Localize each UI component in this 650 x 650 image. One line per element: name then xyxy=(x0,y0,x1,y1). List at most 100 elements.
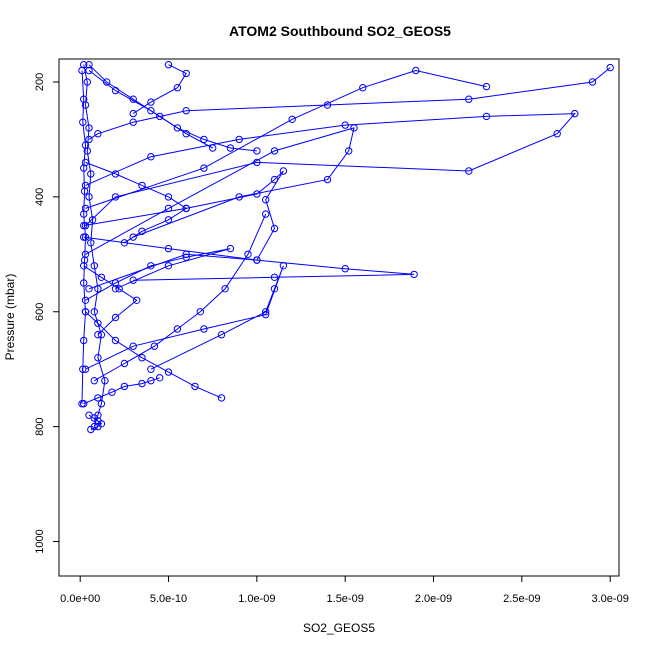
data-point xyxy=(94,422,102,431)
data-point xyxy=(323,175,332,184)
data-point xyxy=(138,227,146,236)
x-tick-label: 1.0e-09 xyxy=(238,593,275,605)
data-point xyxy=(221,285,229,293)
data-point xyxy=(120,382,129,391)
data-point xyxy=(90,262,99,270)
data-point xyxy=(226,144,235,152)
data-point xyxy=(88,216,97,224)
series-line xyxy=(83,236,415,281)
data-point xyxy=(253,256,261,264)
data-point xyxy=(164,60,173,69)
data-point xyxy=(81,141,90,149)
data-point xyxy=(270,224,279,233)
data-point xyxy=(80,233,88,241)
data-point xyxy=(147,377,155,385)
data-point xyxy=(94,394,102,402)
data-point xyxy=(85,124,93,132)
data-point xyxy=(94,354,102,362)
data-point xyxy=(80,187,89,195)
data-point xyxy=(133,296,141,304)
data-point xyxy=(129,109,137,118)
data-point xyxy=(120,239,129,247)
data-point xyxy=(80,221,88,230)
data-point xyxy=(410,270,418,279)
data-point xyxy=(94,130,102,138)
series-line xyxy=(85,69,487,209)
data-point xyxy=(200,325,208,333)
data-point xyxy=(94,319,102,327)
data-point xyxy=(262,210,270,218)
data-point xyxy=(412,66,420,75)
data-point xyxy=(94,331,102,339)
y-tick-label: 800 xyxy=(34,417,46,435)
data-point xyxy=(217,394,226,402)
data-series xyxy=(81,244,235,304)
data-point xyxy=(156,112,164,121)
data-point xyxy=(108,388,116,396)
data-point xyxy=(200,164,208,172)
data-point xyxy=(79,118,87,126)
series-line xyxy=(85,127,355,255)
data-series xyxy=(85,411,106,434)
data-point xyxy=(80,400,88,408)
data-series xyxy=(85,66,261,155)
data-point xyxy=(81,158,90,167)
data-point xyxy=(270,285,279,293)
data-point xyxy=(90,377,99,385)
data-point xyxy=(253,147,261,155)
data-point xyxy=(78,66,86,75)
data-series xyxy=(129,60,190,118)
data-point xyxy=(150,342,159,350)
data-point xyxy=(90,308,99,316)
data-point xyxy=(482,112,491,121)
data-point xyxy=(182,130,190,138)
data-point xyxy=(553,130,561,138)
data-point xyxy=(85,193,93,201)
data-point xyxy=(156,374,164,382)
data-point xyxy=(196,308,205,316)
data-point xyxy=(588,78,597,86)
data-series xyxy=(80,262,141,339)
data-point xyxy=(350,124,358,132)
data-point xyxy=(164,368,173,376)
data-point xyxy=(270,175,279,184)
data-point xyxy=(262,308,270,316)
data-point xyxy=(80,256,89,264)
data-point xyxy=(85,285,93,293)
data-point xyxy=(85,135,93,144)
data-point xyxy=(209,144,217,152)
series-line xyxy=(88,67,611,140)
data-series xyxy=(90,210,270,385)
data-point xyxy=(571,109,579,118)
data-point xyxy=(97,273,106,281)
x-tick-label: 1.5e-09 xyxy=(327,593,364,605)
series-line xyxy=(83,170,284,290)
data-point xyxy=(482,82,491,91)
data-point xyxy=(270,147,279,155)
series-line xyxy=(88,70,257,152)
y-tick-label: 200 xyxy=(34,73,46,91)
data-point xyxy=(85,60,93,69)
data-point xyxy=(129,233,137,241)
series-line xyxy=(132,64,187,115)
data-series xyxy=(85,60,217,152)
series-line xyxy=(85,311,222,399)
data-point xyxy=(120,359,129,368)
data-series xyxy=(85,63,614,144)
data-point xyxy=(173,84,182,92)
data-point xyxy=(85,66,93,75)
data-series xyxy=(80,60,109,431)
data-point xyxy=(129,342,137,350)
data-point xyxy=(341,121,349,129)
data-series xyxy=(80,233,418,284)
data-point xyxy=(138,379,146,388)
data-point xyxy=(81,296,90,304)
series-line xyxy=(85,248,231,301)
y-axis: 200 400 600 800 1000 xyxy=(34,73,60,554)
data-point xyxy=(80,336,88,345)
series-line xyxy=(94,213,267,382)
data-point xyxy=(244,250,252,259)
data-point xyxy=(341,265,349,273)
y-tick-label: 600 xyxy=(34,303,46,321)
series-line xyxy=(83,64,106,427)
